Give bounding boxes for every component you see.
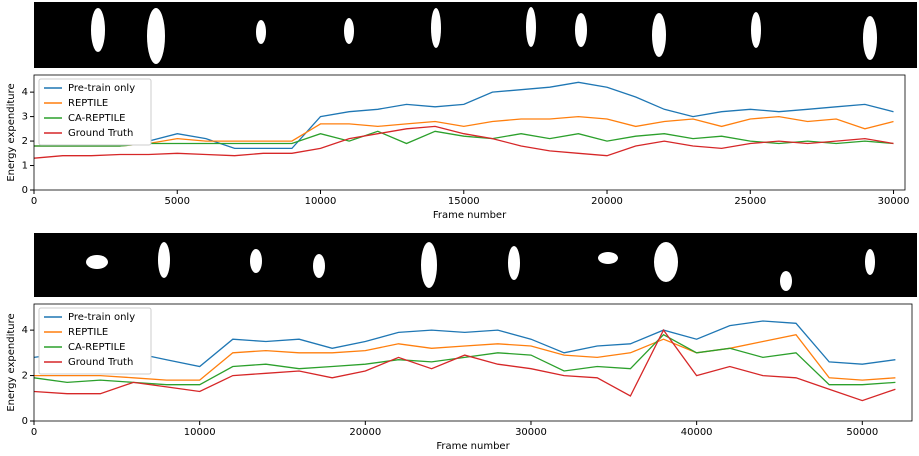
x-tick-label: 0 bbox=[31, 427, 37, 438]
x-tick-label: 20000 bbox=[349, 427, 381, 438]
legend-label: REPTILE bbox=[68, 327, 108, 338]
x-tick-label: 15000 bbox=[448, 196, 480, 207]
legend-label: Pre-train only bbox=[68, 83, 135, 94]
silhouette-strip bbox=[34, 2, 917, 68]
y-tick-label: 2 bbox=[22, 371, 28, 382]
legend: Pre-train only REPTILE CA-REPTILE Ground Tr… bbox=[39, 79, 151, 145]
legend-label: Pre-train only bbox=[68, 312, 135, 323]
y-tick-label: 1 bbox=[22, 161, 28, 172]
series-line bbox=[34, 126, 894, 158]
y-tick-label: 0 bbox=[22, 416, 28, 427]
x-tick-label: 30000 bbox=[878, 196, 910, 207]
x-tick-label: 30000 bbox=[515, 427, 547, 438]
y-tick-label: 0 bbox=[22, 185, 28, 196]
legend-label: REPTILE bbox=[68, 98, 108, 109]
plot-frame bbox=[34, 75, 905, 190]
y-tick-label: 4 bbox=[22, 87, 28, 98]
y-tick-label: 4 bbox=[22, 325, 28, 336]
x-tick-label: 20000 bbox=[591, 196, 623, 207]
x-tick-label: 0 bbox=[31, 196, 37, 207]
x-tick-label: 40000 bbox=[681, 427, 713, 438]
y-tick-label: 2 bbox=[22, 136, 28, 147]
legend-label: CA-REPTILE bbox=[68, 342, 125, 353]
series-line bbox=[34, 321, 895, 367]
x-tick-label: 50000 bbox=[846, 427, 878, 438]
x-tick-label: 25000 bbox=[734, 196, 766, 207]
legend-label: Ground Truth bbox=[68, 128, 133, 139]
silhouette-strip bbox=[34, 233, 917, 297]
legend: Pre-train only REPTILE CA-REPTILE Ground Tr… bbox=[39, 308, 151, 374]
series-line bbox=[34, 82, 894, 148]
y-axis-label: Energy expenditure bbox=[6, 83, 17, 181]
series-line bbox=[34, 117, 894, 146]
x-tick-label: 10000 bbox=[305, 196, 337, 207]
y-tick-label: 3 bbox=[22, 112, 28, 123]
plot-frame bbox=[34, 304, 912, 421]
legend-label: CA-REPTILE bbox=[68, 113, 125, 124]
x-tick-label: 5000 bbox=[165, 196, 190, 207]
x-axis-label: Frame number bbox=[436, 441, 510, 452]
x-axis-label: Frame number bbox=[433, 210, 507, 221]
y-axis-label: Energy expenditure bbox=[6, 313, 17, 411]
legend-label: Ground Truth bbox=[68, 357, 133, 368]
series-line bbox=[34, 335, 895, 385]
x-tick-label: 10000 bbox=[184, 427, 216, 438]
figure: 0 1 2 3 4 0 5000 10000 15000 20000 25000 30000 Frame… bbox=[0, 0, 919, 456]
